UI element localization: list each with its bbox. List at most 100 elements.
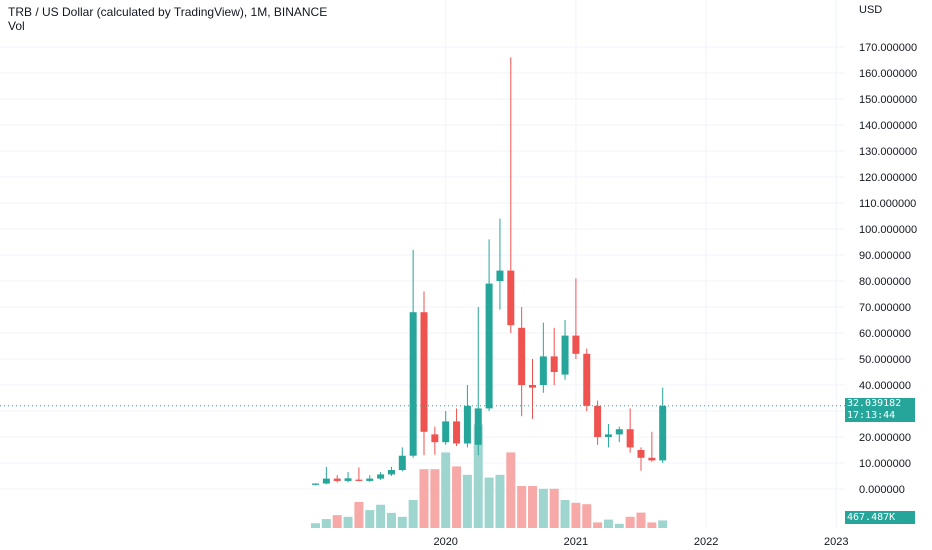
candle-body	[409, 312, 417, 456]
candle-body	[355, 479, 363, 481]
volume-bar	[658, 520, 668, 528]
candle-body	[431, 434, 439, 443]
candle-body	[333, 478, 341, 481]
price-tick-label: 120.000000	[859, 172, 917, 184]
time-axis: 202020212022202320	[433, 536, 848, 548]
candle-body	[583, 353, 591, 406]
candle-body	[474, 408, 482, 445]
volume-bar	[549, 488, 559, 528]
volume-bar	[376, 504, 386, 528]
price-tick-label: 70.000000	[859, 302, 911, 314]
candle-body	[648, 457, 656, 461]
volume-bars	[311, 424, 668, 528]
price-tick-label: 10.000000	[859, 458, 911, 470]
volume-bar	[582, 504, 592, 528]
time-tick-label: 2022	[694, 536, 718, 548]
last-price-value: 32.039182	[847, 398, 902, 409]
volume-bar	[647, 522, 657, 528]
volume-bar	[311, 523, 320, 528]
volume-bar	[354, 501, 364, 528]
volume-bar	[462, 474, 472, 528]
price-candles	[312, 57, 667, 486]
volume-bar	[408, 500, 418, 528]
volume-bar	[397, 516, 407, 528]
volume-bar	[495, 474, 505, 528]
volume-bar	[603, 519, 613, 528]
volume-indicator-label: Vol	[8, 19, 25, 33]
price-tick-label: 60.000000	[859, 328, 911, 340]
chart-grid	[0, 0, 845, 528]
volume-bar	[538, 488, 548, 528]
candle-body	[550, 356, 558, 372]
candle-body	[561, 335, 569, 375]
candle-body	[387, 470, 395, 475]
candle-body	[442, 421, 450, 443]
price-tick-label: 0.000000	[859, 484, 905, 496]
price-axis: 170.000000 160.000000 150.000000 140.000000…	[859, 42, 917, 496]
volume-bar	[571, 502, 581, 528]
candle-body	[615, 429, 623, 435]
candle-body	[366, 478, 374, 481]
candle-body	[312, 483, 319, 485]
volume-bar	[441, 452, 451, 528]
candle-body	[377, 474, 385, 479]
last-price-tag: 32.039182 17:13:44	[845, 398, 915, 422]
candle-body	[344, 478, 352, 481]
candle-body	[496, 270, 504, 281]
price-tick-label: 170.000000	[859, 42, 917, 54]
chart-title: TRB / US Dollar (calculated by TradingVi…	[8, 5, 328, 19]
volume-bar	[517, 486, 527, 528]
volume-bar	[365, 510, 375, 528]
price-tick-label: 160.000000	[859, 68, 917, 80]
candle-body	[420, 312, 428, 432]
price-tick-label: 110.000000	[859, 198, 916, 210]
last-volume-tag: 467.487K	[845, 511, 915, 524]
candle-body	[398, 455, 406, 471]
time-tick-label: 2023	[824, 536, 848, 548]
candle-body	[485, 283, 493, 409]
candle-body	[518, 327, 526, 385]
volume-bar	[560, 500, 570, 528]
price-tick-label: 40.000000	[859, 380, 911, 392]
volume-bar	[593, 522, 603, 528]
price-tick-label: 20.000000	[859, 432, 911, 444]
volume-bar	[419, 469, 429, 528]
bar-countdown: 17:13:44	[847, 410, 896, 421]
candle-body	[529, 385, 536, 388]
price-tick-label: 50.000000	[859, 354, 911, 366]
volume-bar	[386, 512, 396, 528]
volume-bar	[636, 512, 646, 528]
volume-bar	[484, 477, 494, 528]
price-tick-label: 130.000000	[859, 146, 917, 158]
volume-bar	[506, 452, 516, 528]
candle-body	[322, 478, 330, 484]
candle-body	[572, 335, 580, 354]
price-tick-label: 100.000000	[859, 224, 917, 236]
volume-bar	[430, 469, 440, 528]
time-tick-label: 2021	[564, 536, 588, 548]
candle-body	[463, 405, 471, 444]
volume-bar	[614, 523, 624, 528]
price-tick-label: 150.000000	[859, 94, 917, 106]
candle-body	[453, 421, 461, 444]
candle-body	[637, 450, 645, 458]
candle-body	[626, 429, 634, 448]
candle-body	[659, 405, 667, 461]
candle-body	[604, 434, 612, 437]
price-tick-label: 140.000000	[859, 120, 917, 132]
volume-bar	[473, 424, 483, 528]
price-tick-label: 90.000000	[859, 250, 911, 262]
volume-bar	[452, 466, 462, 528]
volume-bar	[332, 515, 342, 528]
time-tick-label: 2020	[433, 536, 457, 548]
volume-bar	[343, 516, 353, 528]
volume-bar	[528, 486, 537, 528]
volume-bar	[625, 516, 635, 528]
candle-body	[594, 405, 602, 437]
candle-body	[539, 356, 547, 385]
candle-body	[507, 270, 515, 326]
volume-bar	[321, 519, 331, 528]
price-tick-label: 80.000000	[859, 276, 911, 288]
price-axis-currency: USD	[859, 4, 883, 16]
